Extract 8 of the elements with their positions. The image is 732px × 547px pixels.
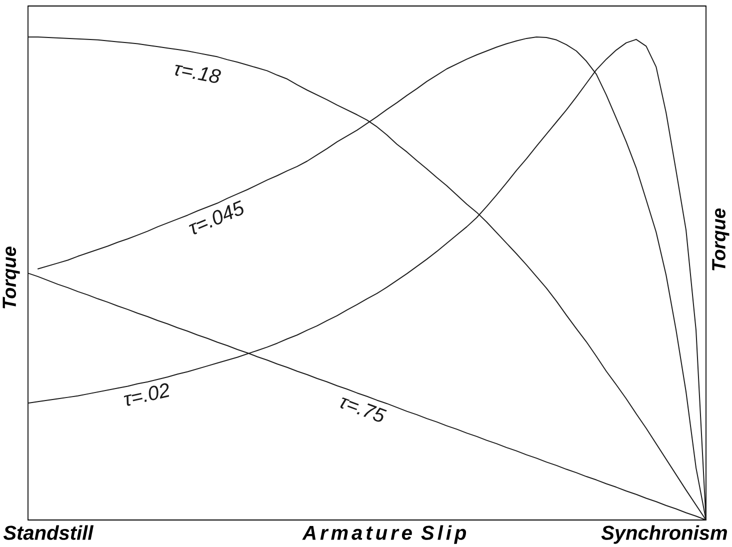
x-axis-title: Armature Slip bbox=[302, 525, 466, 544]
y2-axis-title: Torque bbox=[712, 208, 730, 270]
text: τ=.18 bbox=[175, 64, 221, 83]
text: Synchronism bbox=[601, 525, 727, 544]
y-axis-title: Torque bbox=[2, 246, 20, 308]
text: Standstill bbox=[3, 525, 94, 540]
text: τ=.75 bbox=[340, 398, 387, 422]
text: τ=.02 bbox=[124, 383, 169, 406]
